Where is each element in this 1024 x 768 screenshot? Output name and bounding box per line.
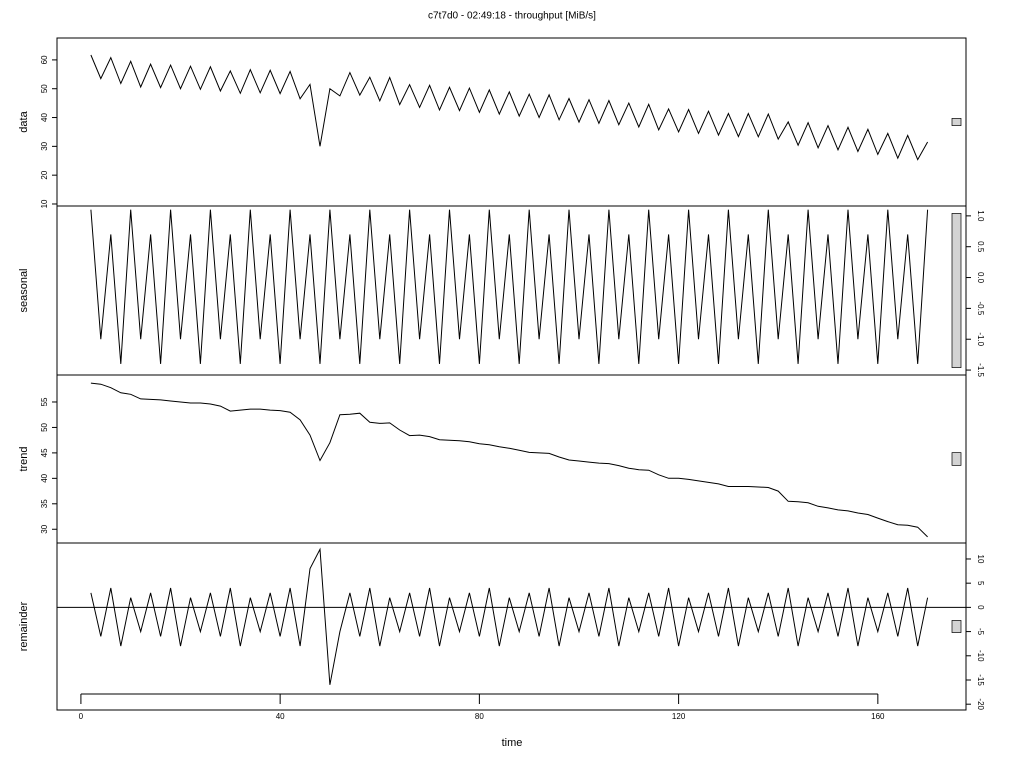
data-line: [90, 382, 928, 538]
range-bar: [951, 118, 962, 126]
x-tick-label: 40: [276, 712, 285, 721]
y-tick-label: -20: [976, 698, 985, 710]
y-tick-label: 1.0: [976, 210, 985, 222]
y-axis-label: remainder: [18, 601, 30, 651]
y-tick-label: -10: [976, 650, 985, 662]
y-tick-label: 45: [40, 448, 49, 457]
y-tick-label: 20: [40, 170, 49, 179]
y-axis-label: trend: [18, 446, 30, 471]
y-tick-label: 55: [40, 397, 49, 406]
y-tick-label: 0: [976, 605, 985, 610]
y-tick-label: 60: [40, 55, 49, 64]
y-tick-label: 30: [40, 524, 49, 533]
y-tick-label: -0.5: [976, 301, 985, 315]
y-tick-label: 40: [40, 473, 49, 482]
y-tick-label: 30: [40, 141, 49, 150]
y-tick-label: 5: [976, 581, 985, 586]
x-tick-label: 80: [475, 712, 484, 721]
y-tick-label: -15: [976, 674, 985, 686]
y-tick-label: -5: [976, 628, 985, 636]
data-line: [90, 547, 929, 685]
x-tick-label: 120: [672, 712, 686, 721]
data-line: [90, 209, 929, 364]
y-tick-label: 10: [40, 199, 49, 208]
x-tick-label: 0: [79, 712, 84, 721]
range-bar: [951, 620, 962, 633]
y-axis-label: data: [18, 110, 30, 132]
y-tick-label: 40: [40, 113, 49, 122]
data-line: [90, 54, 929, 161]
y-axis-label: seasonal: [18, 268, 30, 312]
range-bar: [951, 213, 962, 368]
y-tick-label: 0.5: [976, 241, 985, 253]
range-bar: [951, 452, 962, 466]
chart-title: c7t7d0 - 02:49:18 - throughput [MiB/s]: [428, 11, 596, 22]
y-tick-label: 50: [40, 422, 49, 431]
y-tick-label: 50: [40, 84, 49, 93]
panel-frame: [56, 542, 967, 711]
x-axis-label: time: [502, 737, 523, 749]
x-tick-label: 160: [871, 712, 885, 721]
y-tick-label: 0.0: [976, 272, 985, 284]
y-tick-label: 10: [976, 555, 985, 564]
y-tick-label: -1.5: [976, 363, 985, 377]
y-tick-label: 35: [40, 499, 49, 508]
y-tick-label: -1.0: [976, 332, 985, 346]
